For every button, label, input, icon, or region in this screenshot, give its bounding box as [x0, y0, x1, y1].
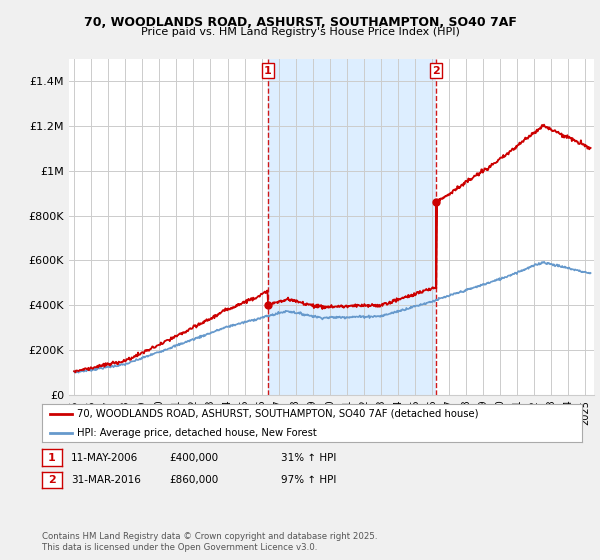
- Text: 70, WOODLANDS ROAD, ASHURST, SOUTHAMPTON, SO40 7AF: 70, WOODLANDS ROAD, ASHURST, SOUTHAMPTON…: [83, 16, 517, 29]
- Text: 11-MAY-2006: 11-MAY-2006: [71, 452, 138, 463]
- Text: 97% ↑ HPI: 97% ↑ HPI: [281, 475, 336, 485]
- Text: Price paid vs. HM Land Registry's House Price Index (HPI): Price paid vs. HM Land Registry's House …: [140, 27, 460, 37]
- Text: 2: 2: [433, 66, 440, 76]
- Bar: [268, 59, 436, 395]
- Text: 31% ↑ HPI: 31% ↑ HPI: [281, 452, 336, 463]
- Text: £860,000: £860,000: [170, 475, 219, 485]
- Text: 2: 2: [48, 475, 56, 485]
- Text: HPI: Average price, detached house, New Forest: HPI: Average price, detached house, New …: [77, 428, 317, 438]
- Text: 31-MAR-2016: 31-MAR-2016: [71, 475, 140, 485]
- Text: Contains HM Land Registry data © Crown copyright and database right 2025.
This d: Contains HM Land Registry data © Crown c…: [42, 532, 377, 552]
- Text: 70, WOODLANDS ROAD, ASHURST, SOUTHAMPTON, SO40 7AF (detached house): 70, WOODLANDS ROAD, ASHURST, SOUTHAMPTON…: [77, 409, 479, 419]
- Text: 1: 1: [48, 452, 56, 463]
- Text: 1: 1: [264, 66, 272, 76]
- Text: £400,000: £400,000: [170, 452, 219, 463]
